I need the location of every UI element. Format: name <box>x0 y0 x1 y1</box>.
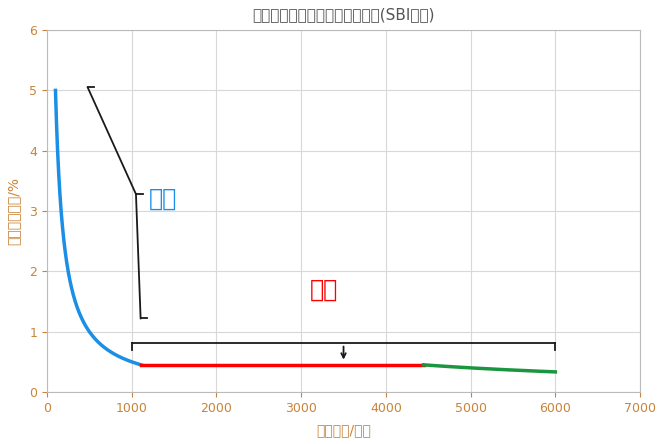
Title: 購入金額に対する手数料の割合(SBI証券): 購入金額に対する手数料の割合(SBI証券) <box>253 7 435 22</box>
Text: 最適: 最適 <box>310 278 338 301</box>
X-axis label: 購入金額/ドル: 購入金額/ドル <box>316 423 371 437</box>
Y-axis label: 手数料の割合/%: 手数料の割合/% <box>7 177 21 245</box>
Text: 割高: 割高 <box>149 187 177 211</box>
